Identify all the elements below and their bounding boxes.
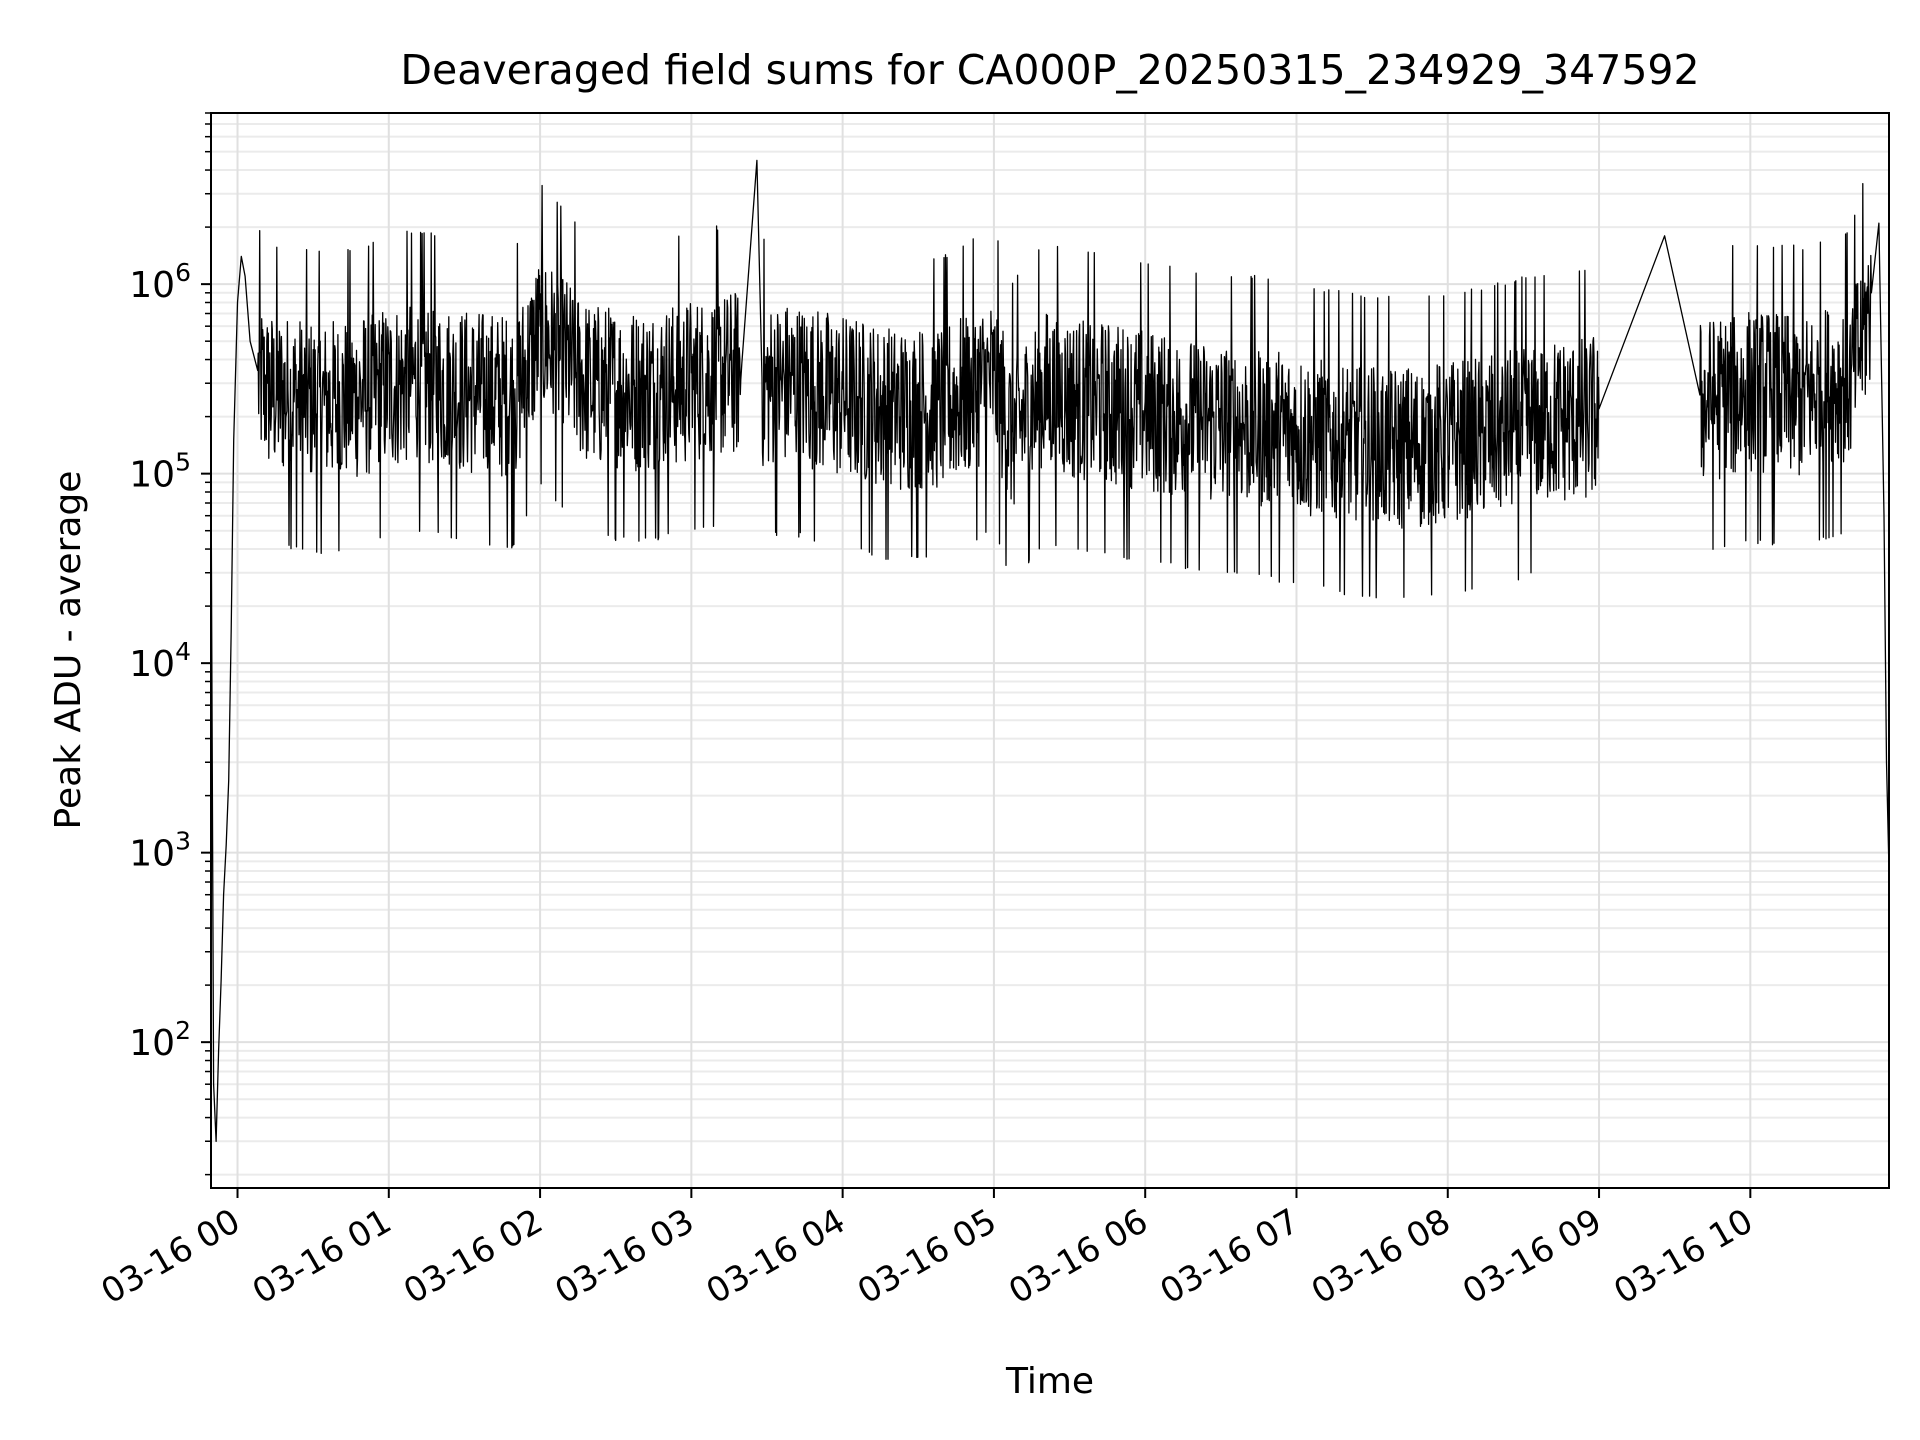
data-line-group: [210, 159, 1890, 1142]
x-axis-label: Time: [1005, 1361, 1094, 1402]
y-axis-label: Peak ADU - average: [48, 471, 89, 830]
y-tick-label: 105: [129, 448, 191, 496]
data-line: [210, 159, 1890, 1142]
y-axis: 102 103 104 105 106: [129, 112, 211, 1176]
y-tick-label: 106: [129, 258, 191, 306]
y-tick-label: 102: [129, 1016, 191, 1064]
y-tick-label: 103: [129, 827, 191, 875]
grid: [211, 112, 1889, 1188]
chart-title: Deaveraged field sums for CA000P_2025031…: [400, 46, 1699, 94]
y-tick-label: 104: [129, 637, 191, 685]
plot-frame: [210, 112, 1890, 1189]
